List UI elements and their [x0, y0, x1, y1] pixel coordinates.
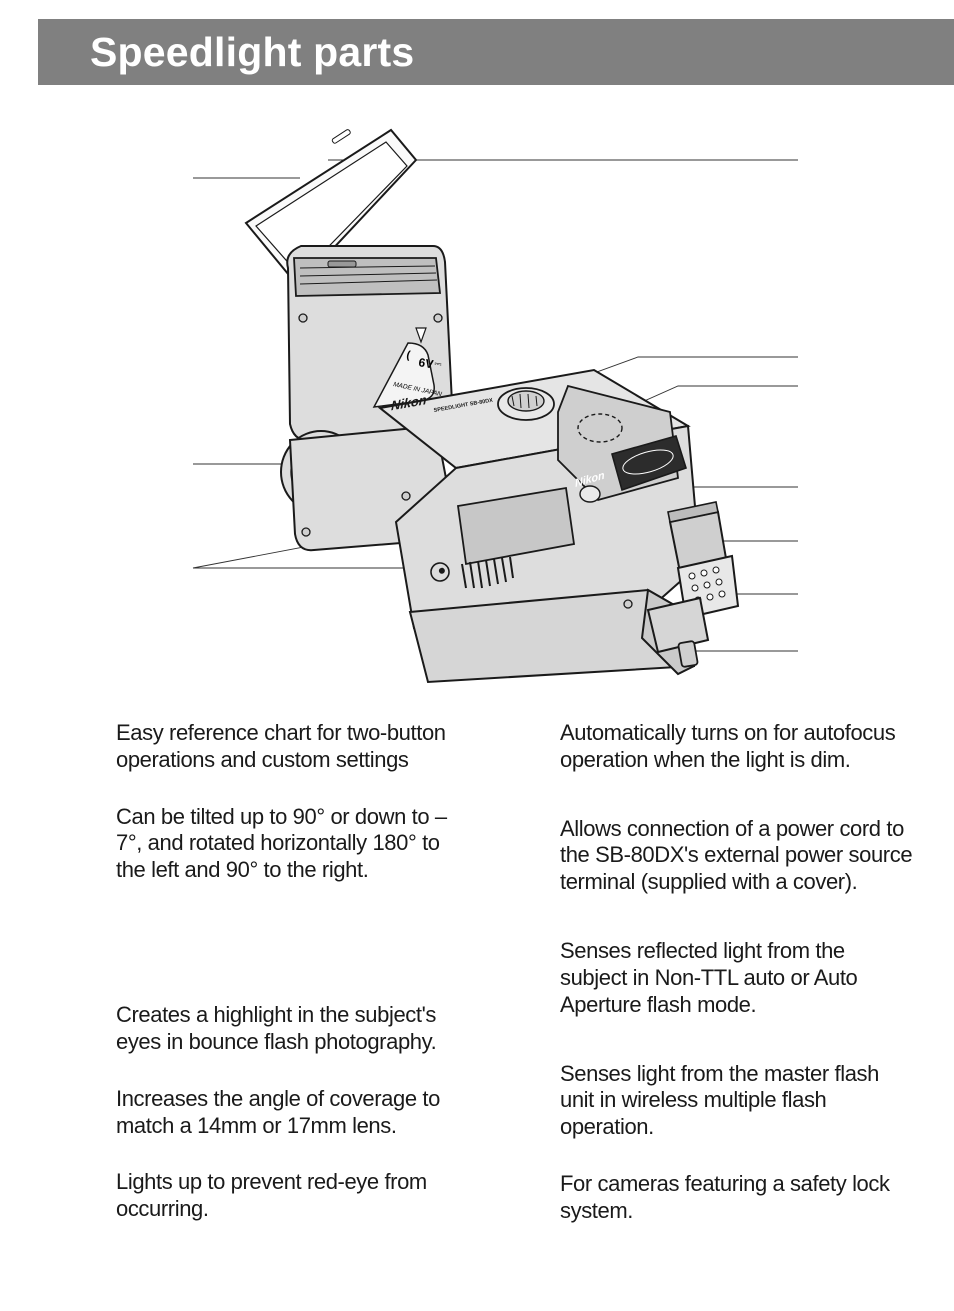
left-column: Easy reference chart for two-button oper… — [38, 720, 480, 1255]
speedlight-diagram: 6V ⎓ MADE IN JAPAN ( PUSH — [38, 118, 954, 694]
desc-reference-chart: Easy reference chart for two-button oper… — [116, 720, 470, 774]
right-column: Automatically turns on for autofocus ope… — [518, 720, 954, 1255]
desc-wide-adapter: Increases the angle of coverage to match… — [116, 1086, 470, 1140]
description-columns: Easy reference chart for two-button oper… — [38, 720, 954, 1255]
voltage-label: 6V — [417, 355, 434, 371]
header-bar: Speedlight parts — [38, 19, 954, 85]
desc-power-terminal: Allows connection of a power cord to the… — [560, 816, 914, 896]
desc-light-sensor: Senses reflected light from the subject … — [560, 938, 914, 1018]
desc-safety-lock: For cameras featuring a safety lock syst… — [560, 1171, 914, 1225]
desc-bounce-highlight: Creates a highlight in the subject's eye… — [116, 1002, 470, 1056]
page-title: Speedlight parts — [90, 29, 414, 76]
desc-tilt-rotate: Can be tilted up to 90° or down to –7°, … — [116, 804, 470, 884]
desc-wireless-sensor: Senses light from the master flash unit … — [560, 1061, 914, 1141]
desc-af-assist: Automatically turns on for autofocus ope… — [560, 720, 914, 774]
desc-red-eye: Lights up to prevent red-eye from occurr… — [116, 1169, 470, 1223]
speedlight-illustration: 6V ⎓ MADE IN JAPAN ( PUSH — [38, 118, 954, 694]
